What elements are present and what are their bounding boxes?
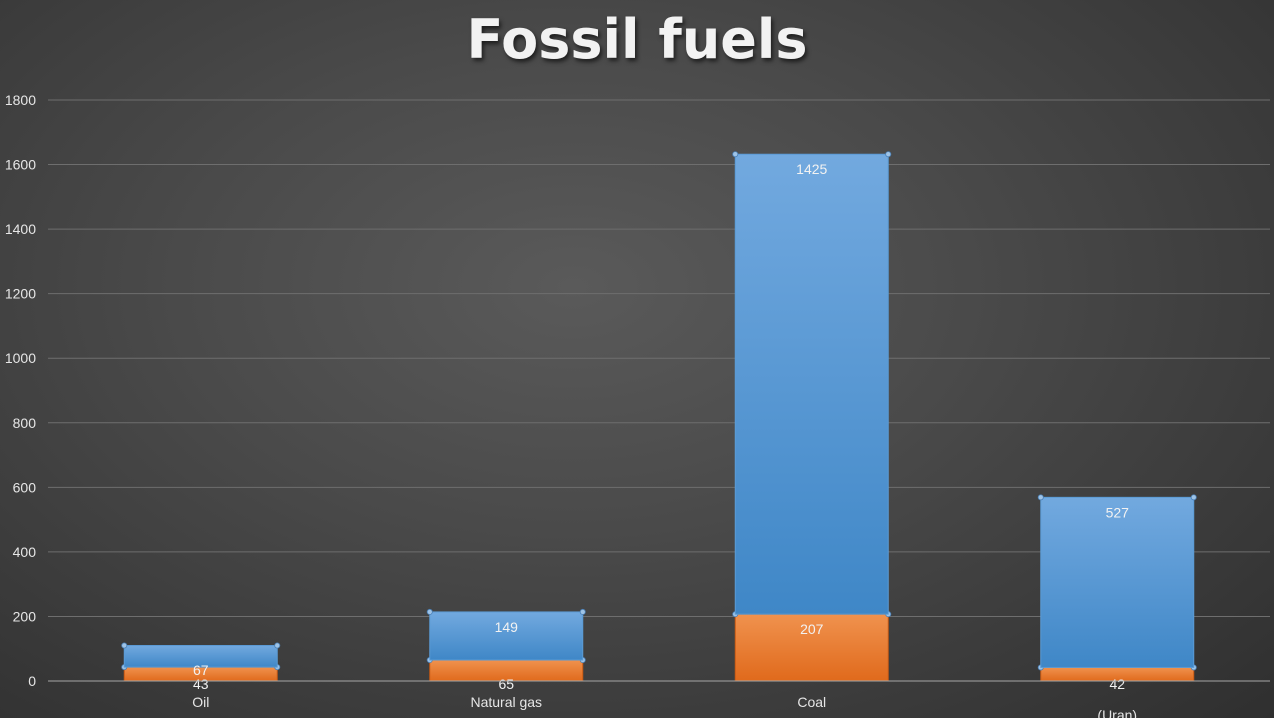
data-label: 149 bbox=[495, 619, 519, 635]
x-tick-label: (Uran) bbox=[1097, 707, 1137, 718]
selection-handle bbox=[885, 151, 892, 158]
y-tick-label: 600 bbox=[13, 479, 37, 495]
y-tick-label: 400 bbox=[13, 544, 37, 560]
data-label: 42 bbox=[1109, 676, 1125, 692]
y-tick-label: 200 bbox=[13, 608, 37, 624]
selection-handle bbox=[1037, 494, 1044, 501]
bar-segment[interactable] bbox=[429, 611, 584, 661]
y-tick-label: 1400 bbox=[5, 221, 36, 237]
x-tick-label: Natural gas bbox=[470, 694, 542, 710]
data-label: 67 bbox=[193, 662, 209, 678]
y-tick-label: 1800 bbox=[5, 92, 36, 108]
axes: 0 200 400 600 800 1000 1200 1400 1600 1800 Oil Natu… bbox=[5, 92, 1270, 718]
bar-segment[interactable] bbox=[1040, 496, 1195, 668]
bar-segment[interactable] bbox=[123, 644, 278, 668]
bar-segment[interactable] bbox=[734, 153, 889, 615]
data-label: 527 bbox=[1106, 504, 1130, 520]
data-label: 1425 bbox=[796, 161, 827, 177]
bar-segment[interactable] bbox=[734, 613, 889, 682]
x-tick-label: Oil bbox=[192, 694, 209, 710]
selection-handle bbox=[1190, 494, 1197, 501]
y-tick-label: 0 bbox=[28, 673, 36, 689]
gridlines bbox=[48, 99, 1270, 617]
chart-title: Fossil fuels bbox=[466, 8, 808, 71]
data-label: 207 bbox=[800, 621, 824, 637]
selection-handle bbox=[579, 608, 586, 615]
y-tick-label: 1600 bbox=[5, 157, 36, 173]
selection-handle bbox=[121, 642, 128, 649]
data-label: 65 bbox=[498, 676, 514, 692]
y-tick-label: 1000 bbox=[5, 350, 36, 366]
y-tick-label: 1200 bbox=[5, 286, 36, 302]
bars bbox=[121, 151, 1197, 682]
selection-handle bbox=[274, 642, 281, 649]
y-tick-label: 800 bbox=[13, 415, 37, 431]
selection-handle bbox=[426, 608, 433, 615]
selection-handle bbox=[732, 151, 739, 158]
data-label: 43 bbox=[193, 676, 209, 692]
x-tick-label: Coal bbox=[797, 694, 826, 710]
